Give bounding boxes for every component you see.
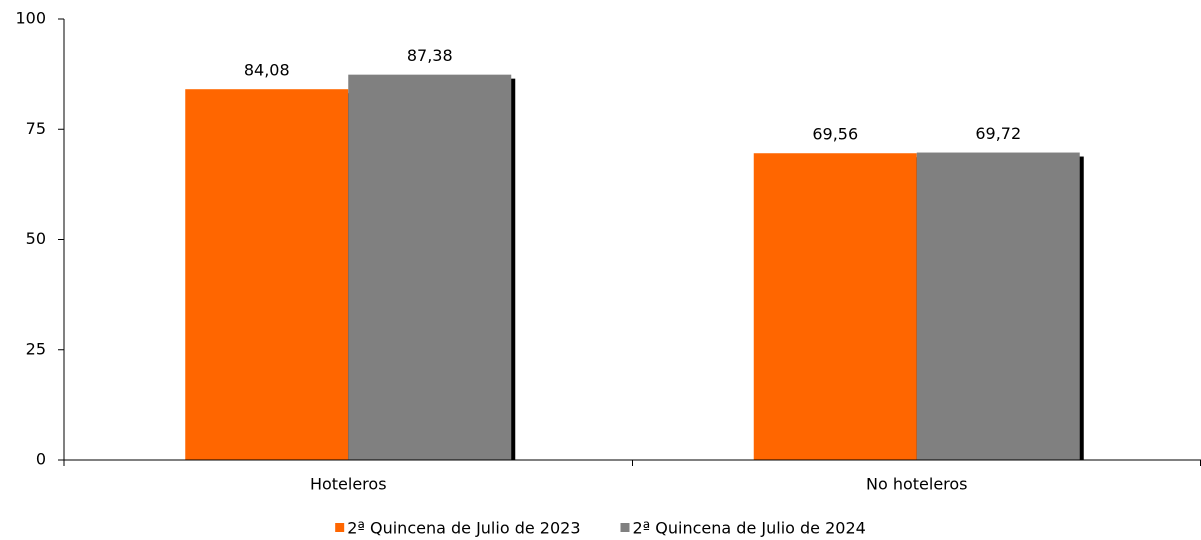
value-label: 87,38 — [407, 46, 453, 65]
y-tick-label: 0 — [36, 450, 46, 469]
value-label: 84,08 — [244, 61, 290, 80]
value-label: 69,56 — [812, 125, 858, 144]
x-tick-label: No hoteleros — [866, 475, 968, 494]
legend-label: 2ª Quincena de Julio de 2023 — [347, 519, 580, 538]
legend-swatch — [620, 523, 630, 532]
y-tick-label: 25 — [26, 339, 46, 358]
value-label: 69,72 — [975, 124, 1021, 143]
y-tick-label: 50 — [26, 229, 46, 248]
y-tick-label: 100 — [15, 9, 46, 28]
bar — [753, 153, 917, 460]
legend-label: 2ª Quincena de Julio de 2024 — [633, 519, 866, 538]
legend-swatch — [335, 523, 345, 532]
bar — [348, 74, 512, 460]
x-tick-label: Hoteleros — [310, 475, 387, 494]
bar — [916, 152, 1080, 461]
bar — [185, 89, 349, 460]
y-tick-label: 75 — [26, 119, 46, 138]
